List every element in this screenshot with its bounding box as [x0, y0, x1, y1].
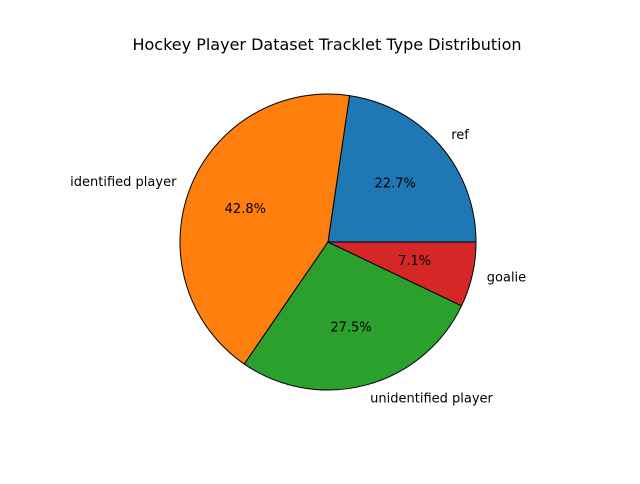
- pie-category-label: identified player: [70, 175, 177, 190]
- pie-slice-ref: [327, 95, 477, 243]
- pie-slice-goalie: [327, 241, 477, 307]
- pie-percent-label: 22.7%: [375, 176, 416, 191]
- pie-slices: [179, 93, 477, 391]
- pie-percent-label: 7.1%: [398, 254, 431, 269]
- pie-percent-label: 27.5%: [330, 320, 371, 335]
- pie-slice-unidentified-player: [243, 241, 463, 391]
- chart-title: Hockey Player Dataset Tracklet Type Dist…: [132, 35, 521, 54]
- pie-percent-label: 42.8%: [225, 202, 266, 217]
- pie-labels: ref 22.7% identified player 42.8% unidentifi…: [70, 128, 526, 407]
- pie-category-label: ref: [451, 128, 469, 143]
- pie-category-label: unidentified player: [370, 392, 493, 407]
- pie-slice-identified-player: [179, 93, 351, 365]
- pie-category-label: goalie: [487, 270, 526, 285]
